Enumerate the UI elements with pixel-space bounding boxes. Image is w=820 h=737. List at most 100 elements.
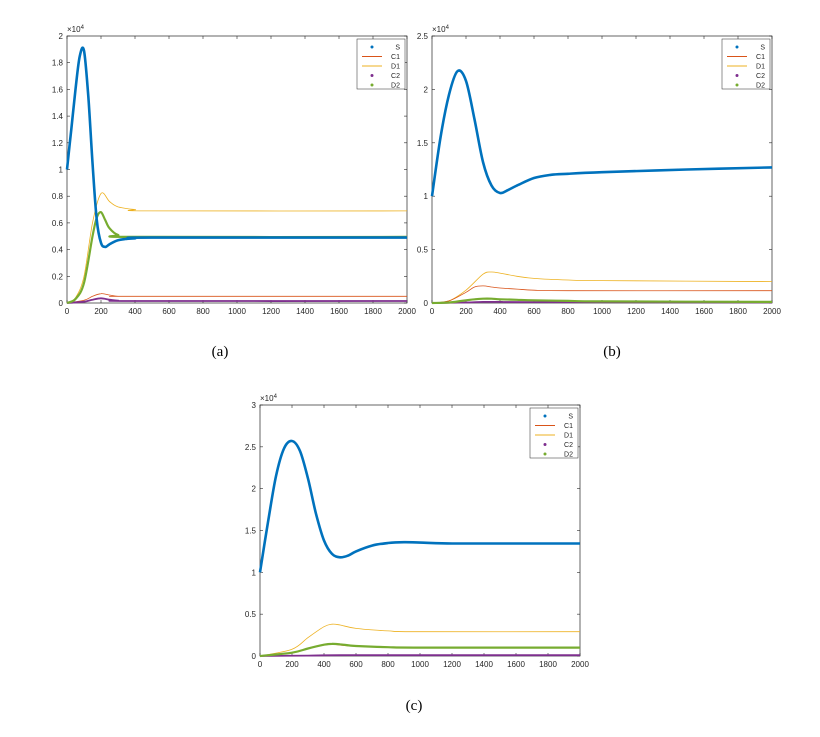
x-tick-label: 1000	[411, 660, 429, 669]
series-line-C2	[259, 654, 580, 657]
x-tick-label: 1000	[593, 307, 611, 316]
x-tick-label: 1800	[364, 307, 382, 316]
legend-label-D1: D1	[756, 64, 765, 71]
y-exponent-power: 4	[274, 394, 278, 400]
x-tick-label: 1000	[228, 307, 246, 316]
y-tick-label: 0.5	[245, 610, 257, 619]
y-exponent-label: ×104	[260, 394, 278, 403]
figure-caption: (b)	[603, 344, 621, 360]
x-tick-label: 600	[527, 307, 541, 316]
chart-panel-1: 0 200 400 600 800 1000 1200 1400 1600 1800 2000 0 0.…	[417, 25, 782, 316]
legend-marker-D2	[370, 83, 374, 87]
x-tick-label: 800	[196, 307, 210, 316]
legend-marker-D2	[543, 452, 547, 456]
series-line-S	[430, 69, 773, 197]
x-tick-label: 1800	[729, 307, 747, 316]
series-line-D2	[259, 642, 581, 658]
y-tick-label: 0.8	[52, 192, 64, 201]
chart-panel-0: 0 200 400 600 800 1000 1200 1400 1600 1800 2000 0 0.…	[52, 25, 417, 316]
y-tick-label: 1.6	[52, 85, 64, 94]
legend-marker-S	[735, 45, 739, 49]
legend-marker-C2	[543, 443, 547, 446]
legend-marker-S	[543, 414, 547, 418]
legend-marker-D2	[735, 83, 739, 87]
series-line-S	[258, 439, 580, 573]
legend-label-S: S	[568, 414, 573, 421]
plot-area	[66, 35, 408, 304]
chart-panel-2: 0 200 400 600 800 1000 1200 1400 1600 1800 2000 0 0.…	[245, 394, 590, 669]
y-tick-label: 0.2	[52, 272, 64, 281]
legend-marker-C2	[735, 74, 739, 77]
x-tick-label: 600	[349, 660, 363, 669]
y-tick-label: 0	[424, 299, 429, 308]
x-tick-label: 0	[258, 660, 263, 669]
legend-box	[529, 407, 579, 459]
legend-label-S: S	[395, 45, 400, 52]
legend: S C1 D1 C2 D2	[529, 407, 579, 459]
y-tick-label: 2	[424, 85, 429, 94]
legend-label-D2: D2	[756, 83, 765, 90]
series-line-D1	[431, 271, 773, 304]
legend-label-D1: D1	[391, 64, 400, 71]
y-tick-label: 0	[252, 652, 257, 661]
legend-label-C2: C2	[564, 442, 573, 449]
legend: S C1 D1 C2 D2	[356, 38, 406, 90]
x-tick-label: 1600	[330, 307, 348, 316]
plot-area	[259, 404, 581, 657]
x-tick-label: 400	[128, 307, 142, 316]
x-tick-label: 1600	[507, 660, 525, 669]
x-tick-label: 1800	[539, 660, 557, 669]
y-exponent-label: ×104	[432, 25, 450, 34]
y-tick-label: 0.5	[417, 246, 429, 255]
legend-label-C2: C2	[756, 73, 765, 80]
y-tick-label: 3	[252, 401, 257, 410]
y-tick-label: 1.5	[245, 527, 257, 536]
legend-marker-S	[370, 45, 374, 49]
x-tick-label: 600	[162, 307, 176, 316]
y-tick-label: 1.4	[52, 112, 64, 121]
x-tick-label: 800	[561, 307, 575, 316]
x-tick-label: 200	[285, 660, 299, 669]
y-tick-label: 2.5	[245, 443, 257, 452]
series-line-S	[65, 46, 408, 249]
y-tick-label: 2	[59, 32, 64, 41]
x-tick-label: 1400	[475, 660, 493, 669]
x-tick-label: 2000	[571, 660, 589, 669]
y-tick-label: 2	[252, 485, 257, 494]
x-tick-label: 1600	[695, 307, 713, 316]
y-tick-label: 2.5	[417, 32, 429, 41]
legend-label-C1: C1	[564, 423, 573, 430]
y-exponent-power: 4	[81, 25, 85, 31]
y-tick-label: 1.5	[417, 139, 429, 148]
figure-caption: (c)	[406, 698, 423, 714]
x-tick-label: 0	[430, 307, 435, 316]
y-tick-label: 1	[252, 568, 257, 577]
y-exponent-label: ×104	[67, 25, 85, 34]
x-tick-label: 400	[317, 660, 331, 669]
series-line-D1	[66, 192, 408, 304]
figure-caption: (a)	[212, 344, 229, 360]
legend-box	[356, 38, 406, 90]
legend-label-D2: D2	[564, 452, 573, 459]
legend-label-D2: D2	[391, 83, 400, 90]
x-tick-label: 200	[94, 307, 108, 316]
series-line-C1	[66, 293, 407, 304]
x-tick-label: 2000	[398, 307, 416, 316]
series-line-D2	[431, 297, 773, 305]
legend-label-C1: C1	[391, 54, 400, 61]
x-tick-label: 200	[459, 307, 473, 316]
legend-label-C1: C1	[756, 54, 765, 61]
x-tick-label: 2000	[763, 307, 781, 316]
y-tick-label: 1.8	[52, 59, 64, 68]
x-tick-label: 1400	[661, 307, 679, 316]
y-exponent-power: 4	[446, 25, 450, 31]
x-tick-label: 1200	[627, 307, 645, 316]
x-tick-label: 1400	[296, 307, 314, 316]
legend-label-D1: D1	[564, 433, 573, 440]
series-line-D1	[259, 623, 581, 657]
x-tick-label: 400	[493, 307, 507, 316]
legend: S C1 D1 C2 D2	[721, 38, 771, 90]
x-tick-label: 800	[381, 660, 395, 669]
